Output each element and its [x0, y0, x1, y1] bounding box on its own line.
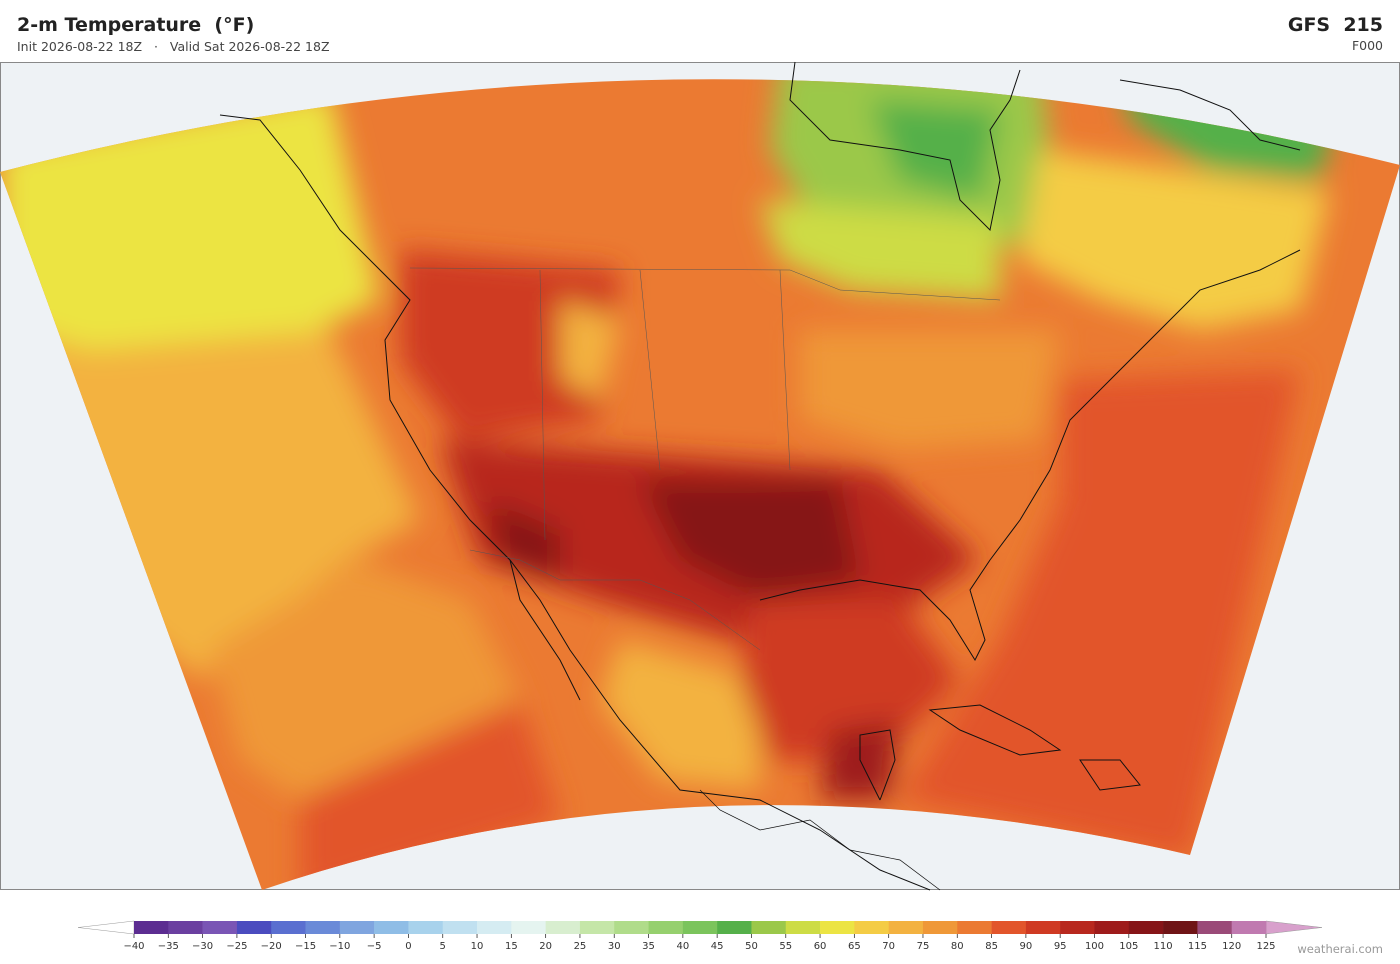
- colorbar-tick-label: −20: [261, 941, 282, 952]
- colorbar-bin: [236, 921, 272, 934]
- coastlines: [219, 61, 1301, 891]
- colorbar-tick-label: 110: [1154, 941, 1173, 952]
- colorbar-bin: [1163, 921, 1198, 934]
- colorbar-bin: [888, 921, 924, 934]
- colorbar-bin: [202, 921, 238, 934]
- colorbar-tick-label: 45: [711, 941, 724, 952]
- borders: [409, 267, 1001, 651]
- colorbar-tick-label: 30: [608, 941, 621, 952]
- colorbar-tick-label: 10: [471, 941, 484, 952]
- colorbar-tick-label: 20: [539, 941, 552, 952]
- credit: weatherai.com: [1297, 942, 1383, 956]
- colorbar-tick-label: 35: [642, 941, 655, 952]
- colorbar-tick-label: −25: [226, 941, 247, 952]
- colorbar-tick-label: 0: [405, 941, 411, 952]
- colorbar-tick-label: 65: [848, 941, 861, 952]
- colorbar-tick-label: 90: [1020, 941, 1033, 952]
- valid-time: Valid Sat 2026-08-22 18Z: [169, 39, 330, 54]
- colorbar-tick-label: 80: [951, 941, 964, 952]
- colorbar-bin: [477, 921, 512, 934]
- colorbar-tick-label: 105: [1119, 941, 1138, 952]
- colorbar-bin: [751, 921, 787, 934]
- colorbar-bin: [1060, 921, 1095, 934]
- colorbar-tick-label: 50: [745, 941, 758, 952]
- colorbar-bin: [339, 921, 375, 934]
- subtitle: Init 2026-08-22 18Z · Valid Sat 2026-08-…: [17, 39, 330, 54]
- model-name: GFS 215: [1287, 14, 1383, 36]
- colorbar-bin: [820, 921, 855, 934]
- colorbar-bin: [305, 921, 341, 934]
- colorbar-tick-label: 70: [882, 941, 895, 952]
- colorbar-bin: [682, 921, 718, 934]
- colorbar-bin: [1025, 921, 1061, 934]
- colorbar-bin: [717, 921, 752, 934]
- colorbar-bin: [785, 921, 821, 934]
- colorbar-tick-label: 85: [985, 941, 998, 952]
- colorbar-tick-label: −5: [367, 941, 382, 952]
- colorbar-tick-label: −15: [295, 941, 316, 952]
- colorbar-tick-label: 60: [814, 941, 827, 952]
- colorbar-bin: [957, 921, 992, 934]
- forecast-hour: F000: [1351, 38, 1383, 53]
- colorbar-tick-label: −30: [192, 941, 213, 952]
- colorbar-tick-label: 100: [1085, 941, 1104, 952]
- colorbar-tick-label: 125: [1256, 941, 1275, 952]
- colorbar-tick-label: 120: [1222, 941, 1241, 952]
- init-time: Init 2026-08-22 18Z: [17, 39, 143, 54]
- colorbar-bin: [545, 921, 581, 934]
- colorbar-bin: [511, 921, 546, 934]
- colorbar-over: [1265, 920, 1323, 935]
- colorbar-bin: [1128, 921, 1164, 934]
- colorbar-bin: [442, 921, 478, 934]
- colorbar-tick-label: 40: [676, 941, 689, 952]
- colorbar-bin: [648, 921, 684, 934]
- colorbar-bin: [271, 921, 306, 934]
- colorbar-under: [77, 920, 135, 935]
- colorbar-bin: [854, 921, 889, 934]
- colorbar-bin: [408, 921, 444, 934]
- colorbar-tick-label: 75: [917, 941, 930, 952]
- colorbar-bin: [991, 921, 1027, 934]
- colorbar-tick-label: 115: [1188, 941, 1207, 952]
- colorbar-bin: [1197, 921, 1232, 934]
- colorbar-tick-label: −40: [123, 941, 144, 952]
- colorbar-bin: [1094, 921, 1130, 934]
- temperature-field: [0, 79, 1400, 890]
- colorbar-tick-label: 95: [1054, 941, 1067, 952]
- colorbar-bin: [374, 921, 409, 934]
- map-title: 2-m Temperature (°F): [17, 14, 255, 36]
- colorbar-bin: [579, 921, 615, 934]
- colorbar-tick-label: −10: [329, 941, 350, 952]
- colorbar-bin: [168, 921, 203, 934]
- colorbar-tick-label: 55: [779, 941, 792, 952]
- colorbar-bin: [134, 921, 169, 934]
- colorbar-tick-label: 15: [505, 941, 518, 952]
- separator: ·: [153, 39, 158, 54]
- colorbar-bin: [1231, 921, 1267, 934]
- colorbar-bin: [922, 921, 958, 934]
- colorbar-bin: [614, 921, 649, 934]
- colorbar-tick-label: −35: [158, 941, 179, 952]
- colorbar-tick-label: 25: [574, 941, 587, 952]
- colorbar-tick-label: 5: [440, 941, 446, 952]
